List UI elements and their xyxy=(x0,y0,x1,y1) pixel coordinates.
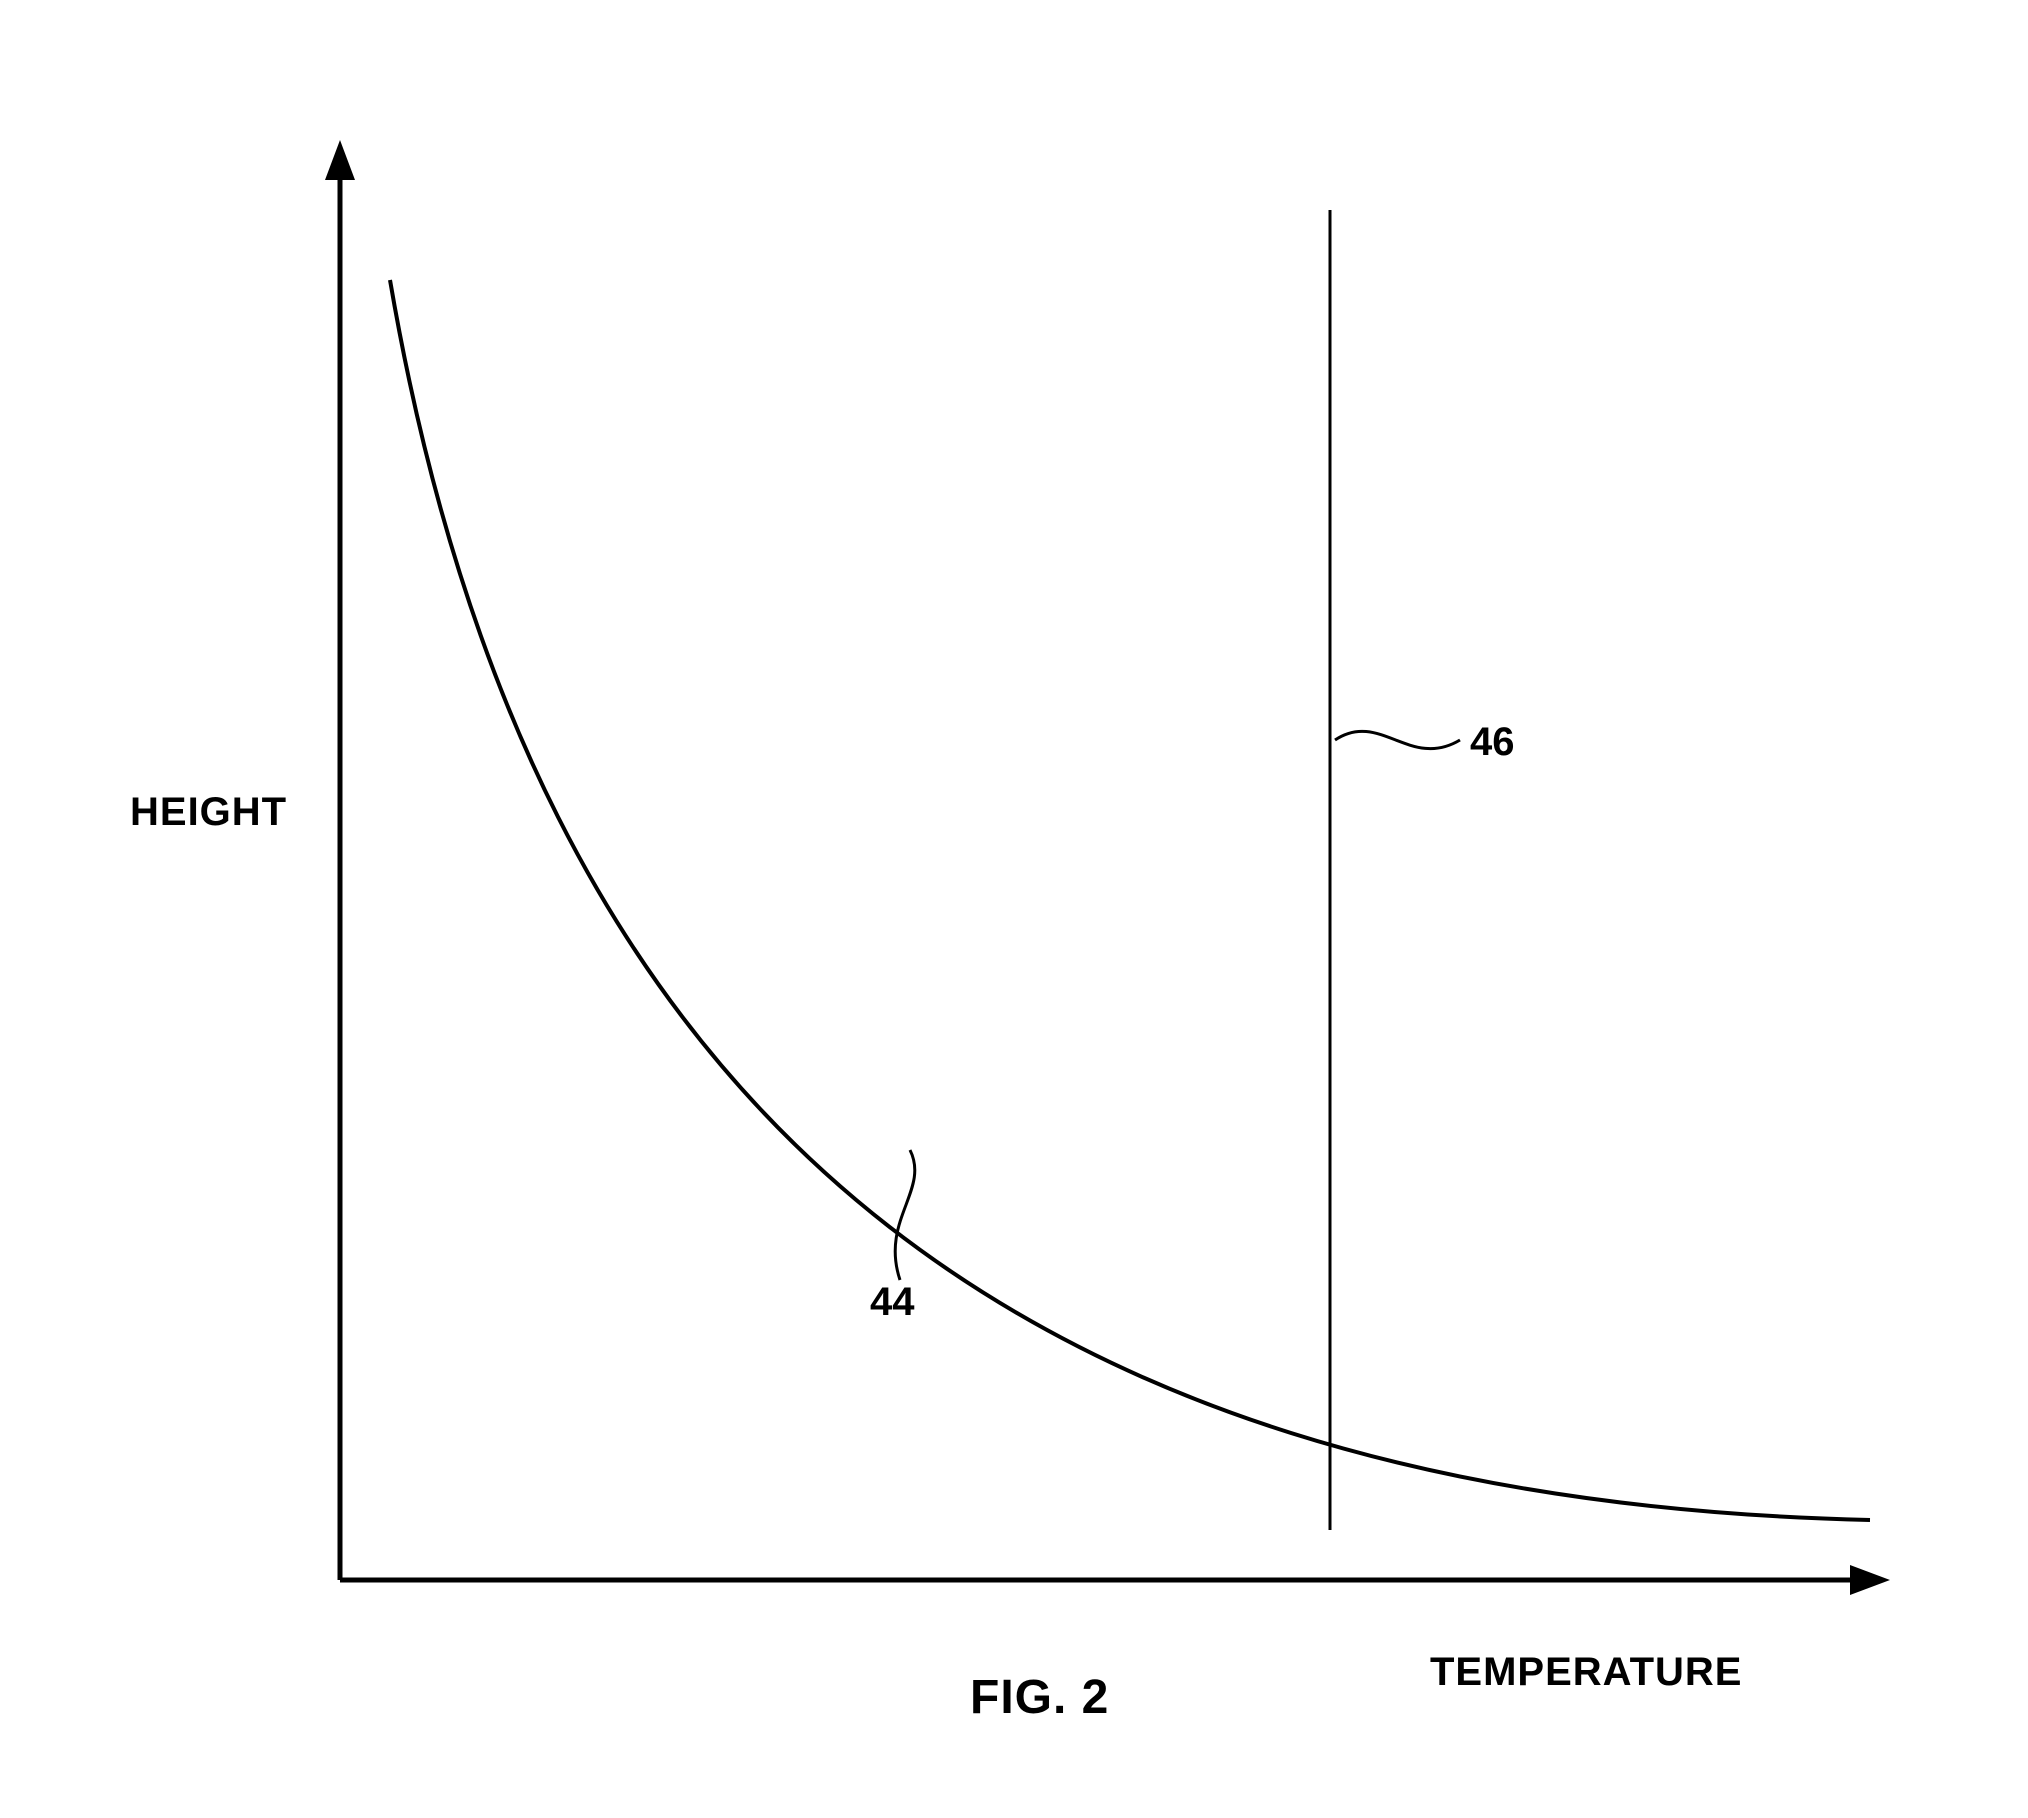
x-axis-arrow xyxy=(1850,1565,1890,1595)
figure-title: FIG. 2 xyxy=(970,1670,1109,1725)
chart-svg xyxy=(100,100,1928,1718)
reference-label-44: 44 xyxy=(870,1280,915,1325)
decay-curve xyxy=(390,280,1870,1520)
leader-line-44 xyxy=(895,1150,915,1280)
y-axis-label: HEIGHT xyxy=(130,790,287,835)
reference-label-46: 46 xyxy=(1470,720,1515,765)
chart-container: HEIGHT TEMPERATURE FIG. 2 44 46 xyxy=(100,100,1928,1718)
leader-line-46 xyxy=(1335,731,1460,748)
y-axis-arrow xyxy=(325,140,355,180)
x-axis-label: TEMPERATURE xyxy=(1430,1650,1742,1695)
